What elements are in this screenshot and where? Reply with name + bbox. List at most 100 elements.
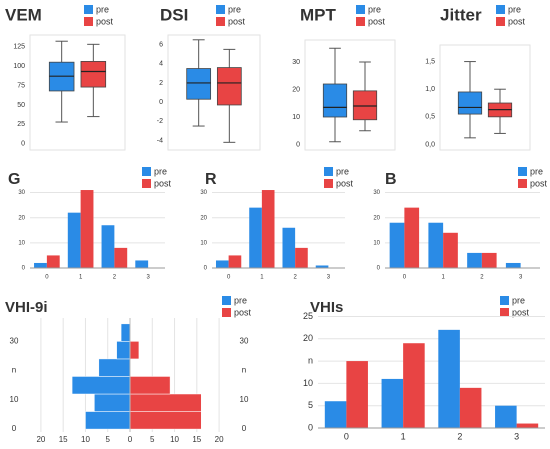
bar — [282, 227, 296, 268]
bar — [495, 405, 517, 428]
x-tick-label: 20 — [36, 435, 45, 444]
plot-frame — [29, 34, 126, 151]
bar — [467, 252, 482, 268]
legend-label: pre — [368, 4, 381, 14]
bar — [215, 260, 229, 268]
y-tick-label: 100 — [13, 63, 25, 70]
y-tick-label: -4 — [157, 137, 163, 144]
bar — [67, 212, 81, 268]
chart-title: G — [8, 171, 20, 188]
box — [80, 61, 107, 88]
legend-swatch — [222, 296, 231, 305]
legend-swatch — [324, 179, 333, 188]
bar — [249, 207, 262, 268]
x-tick-label: 1 — [401, 431, 406, 441]
legend-label: pre — [336, 166, 349, 176]
y-tick-label: 0 — [377, 266, 381, 272]
plot-frame — [439, 44, 531, 151]
y-tick-label: 20 — [303, 333, 313, 343]
y-tick-label: 0,0 — [425, 141, 435, 148]
bar — [129, 393, 202, 412]
x-tick-label: 10 — [81, 435, 90, 444]
bar — [505, 262, 521, 268]
legend-swatch — [216, 17, 225, 26]
bar — [228, 255, 242, 268]
y-tick-label: 10 — [18, 240, 25, 246]
y-tick-label: 0 — [296, 141, 300, 148]
y-tick-label-right: 30 — [240, 336, 249, 345]
legend-label: post — [228, 16, 246, 26]
bar — [381, 378, 404, 428]
chart-title: B — [385, 171, 397, 188]
x-tick-label: 0 — [344, 431, 349, 441]
legend-label: post — [96, 16, 114, 26]
x-tick-label: 2 — [480, 275, 484, 281]
y-tick-label-right: n — [242, 366, 246, 375]
bar — [459, 387, 482, 428]
y-tick-label: 0 — [21, 141, 25, 148]
bar — [516, 423, 539, 428]
y-tick-label: 2 — [159, 80, 163, 87]
bar — [129, 376, 171, 395]
y-tick-label: 30 — [10, 336, 19, 345]
legend-label: post — [336, 178, 354, 188]
y-tick-label: 20 — [292, 86, 300, 93]
bar — [129, 411, 202, 430]
bar — [428, 222, 444, 268]
legend-label: post — [234, 307, 252, 317]
legend-label: pre — [234, 295, 247, 305]
y-tick-label: n — [308, 355, 313, 365]
y-tick-label: 1,5 — [425, 58, 435, 65]
legend-label: pre — [512, 295, 525, 305]
box — [352, 90, 378, 121]
bar — [261, 190, 275, 268]
bar — [346, 361, 368, 428]
y-tick-label: 5 — [308, 400, 313, 410]
y-tick-label: 10 — [292, 114, 300, 121]
y-tick-label: 10 — [373, 240, 380, 246]
y-tick-label: 4 — [159, 61, 163, 68]
y-tick-label: 0 — [308, 422, 313, 432]
y-tick-label: 30 — [373, 190, 380, 196]
x-tick-label: 3 — [514, 431, 519, 441]
chart-title: DSI — [160, 5, 188, 24]
bar — [71, 376, 131, 395]
y-tick-label: 0 — [12, 424, 17, 433]
y-tick-label: 20 — [200, 215, 207, 221]
y-tick-label: 30 — [18, 190, 25, 196]
y-tick-label: 10 — [10, 395, 19, 404]
x-tick-label: 1 — [260, 275, 264, 281]
y-tick-label: 50 — [17, 102, 25, 109]
x-tick-label: 10 — [170, 435, 179, 444]
chart-title: VHI-9i — [5, 299, 48, 316]
box — [216, 67, 242, 106]
y-tick-label: 0 — [204, 266, 208, 272]
bar — [80, 190, 94, 268]
y-tick-label: 30 — [200, 190, 207, 196]
x-tick-label: 0 — [45, 275, 49, 281]
legend-swatch — [216, 5, 225, 14]
x-tick-label: 3 — [327, 275, 331, 281]
legend-label: post — [154, 178, 172, 188]
bar — [101, 225, 115, 268]
bar — [404, 207, 420, 268]
legend-label: pre — [96, 4, 109, 14]
y-tick-label: -2 — [157, 118, 163, 125]
plot-frame — [167, 34, 261, 151]
bar — [389, 222, 405, 268]
y-tick-label: 75 — [17, 82, 25, 89]
legend-swatch — [222, 308, 231, 317]
y-tick-label: 10 — [200, 240, 207, 246]
x-tick-label: 15 — [59, 435, 68, 444]
box — [457, 91, 483, 115]
y-tick-label: n — [12, 366, 16, 375]
x-tick-label: 3 — [146, 275, 150, 281]
legend-label: post — [512, 307, 530, 317]
bar — [315, 265, 329, 268]
bar — [438, 329, 460, 428]
chart-title: MPT — [300, 5, 337, 24]
box — [186, 68, 212, 100]
legend-swatch — [84, 17, 93, 26]
legend-swatch — [356, 5, 365, 14]
